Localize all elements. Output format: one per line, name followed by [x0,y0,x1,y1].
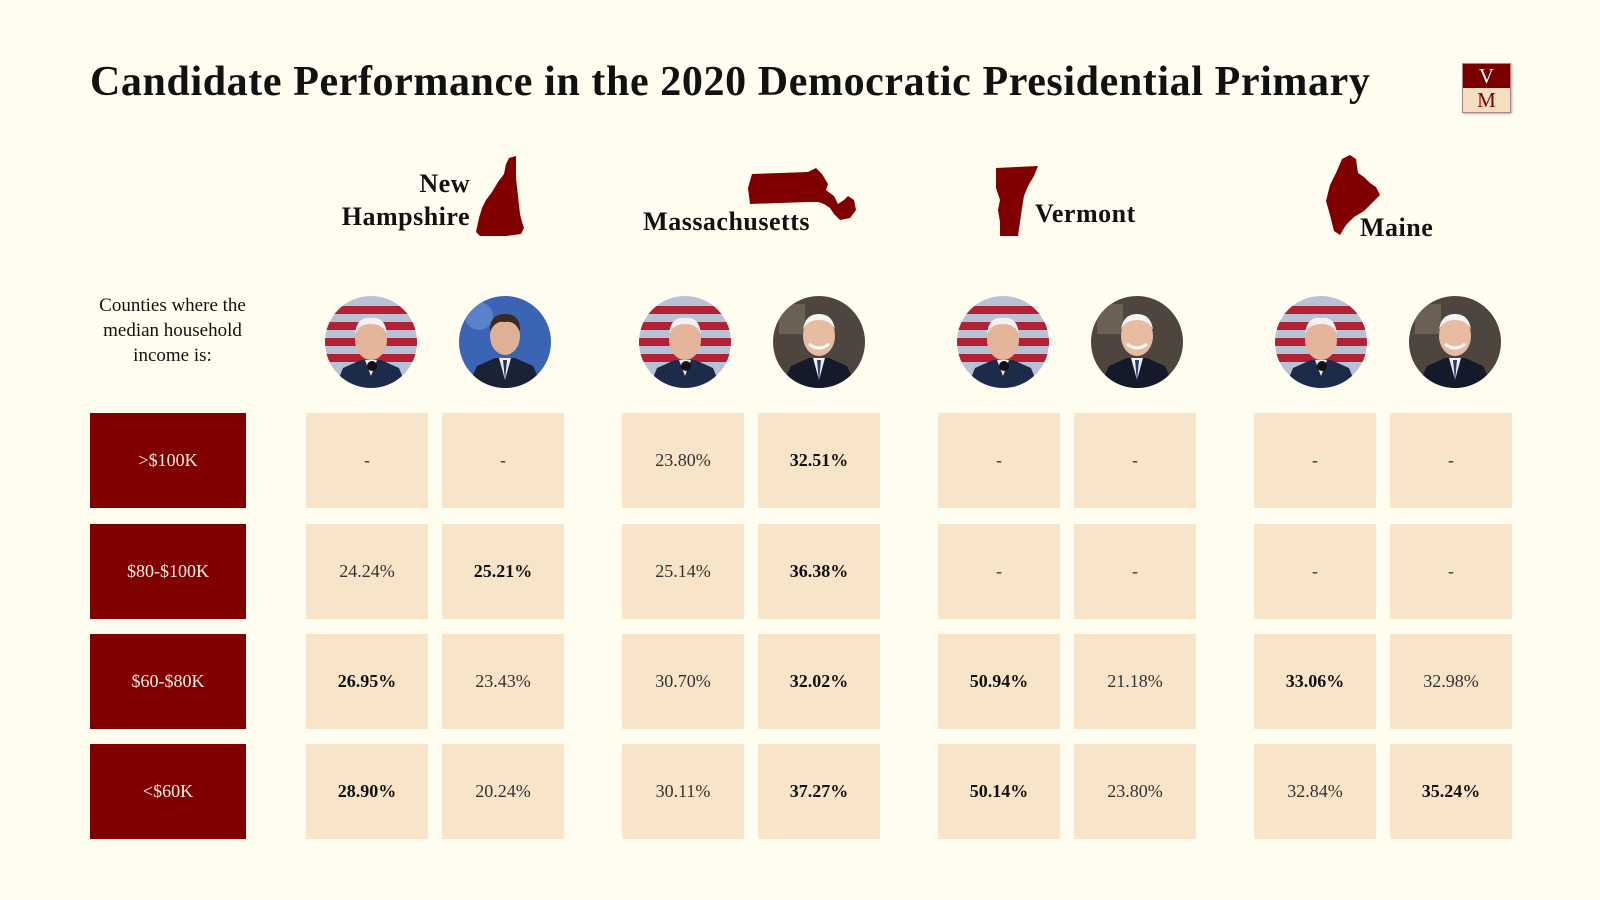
income-bracket-label: $60-$80K [90,634,246,729]
table-cell: 32.51% [758,413,880,508]
avatar-bernie-sanders [325,296,417,388]
state-name-line1: New [419,169,470,198]
avatar-bernie-sanders [1275,296,1367,388]
table-cell: 28.90% [306,744,428,839]
vermont-shape [996,166,1038,236]
table-cell: - [1074,413,1196,508]
table-cell: 30.70% [622,634,744,729]
new-hampshire-shape [476,156,524,236]
state-name-massachusetts: Massachusetts [600,205,810,238]
table-cell: - [1254,413,1376,508]
maine-shape [1326,155,1380,235]
state-name-maine: Maine [1360,211,1450,244]
avatar-pete-buttigieg [459,296,551,388]
table-cell: 50.14% [938,744,1060,839]
table-cell: 50.94% [938,634,1060,729]
avatar-joe-biden [773,296,865,388]
table-cell: 23.80% [1074,744,1196,839]
table-cell: - [1254,524,1376,619]
table-cell: 25.21% [442,524,564,619]
avatar-joe-biden [1091,296,1183,388]
income-bracket-label: >$100K [90,413,246,508]
table-cell: - [938,524,1060,619]
avatar-bernie-sanders [639,296,731,388]
table-cell: 23.43% [442,634,564,729]
table-cell: 23.80% [622,413,744,508]
state-name-vermont: Vermont [1035,197,1155,230]
table-cell: 37.27% [758,744,880,839]
table-cell: 33.06% [1254,634,1376,729]
income-bracket-label: <$60K [90,744,246,839]
massachusetts-shape [748,168,856,220]
logo-bottom-letter: M [1463,88,1510,112]
chart-title: Candidate Performance in the 2020 Democr… [90,59,1371,105]
table-cell: 32.84% [1254,744,1376,839]
table-cell: 25.14% [622,524,744,619]
table-cell: - [938,413,1060,508]
table-cell: 24.24% [306,524,428,619]
table-cell: - [1390,413,1512,508]
income-bracket-label: $80-$100K [90,524,246,619]
table-cell: 26.95% [306,634,428,729]
table-cell: - [442,413,564,508]
table-cell: - [1074,524,1196,619]
state-name-line2: Hampshire [341,202,470,231]
table-cell: 36.38% [758,524,880,619]
table-cell: 32.98% [1390,634,1512,729]
table-cell: 30.11% [622,744,744,839]
state-name-line2: Vermont [1035,199,1136,228]
table-cell: - [1390,524,1512,619]
table-cell: 21.18% [1074,634,1196,729]
state-name-line2: Massachusetts [643,207,810,236]
table-cell: - [306,413,428,508]
table-cell: 35.24% [1390,744,1512,839]
row-caption: Counties where the median household inco… [99,295,246,366]
avatar-bernie-sanders [957,296,1049,388]
state-name-new-hampshire: New Hampshire [300,167,470,233]
vm-logo: V M [1462,63,1511,113]
logo-top-letter: V [1463,64,1510,88]
table-cell: 32.02% [758,634,880,729]
state-name-line2: Maine [1360,213,1434,242]
avatar-joe-biden [1409,296,1501,388]
table-cell: 20.24% [442,744,564,839]
